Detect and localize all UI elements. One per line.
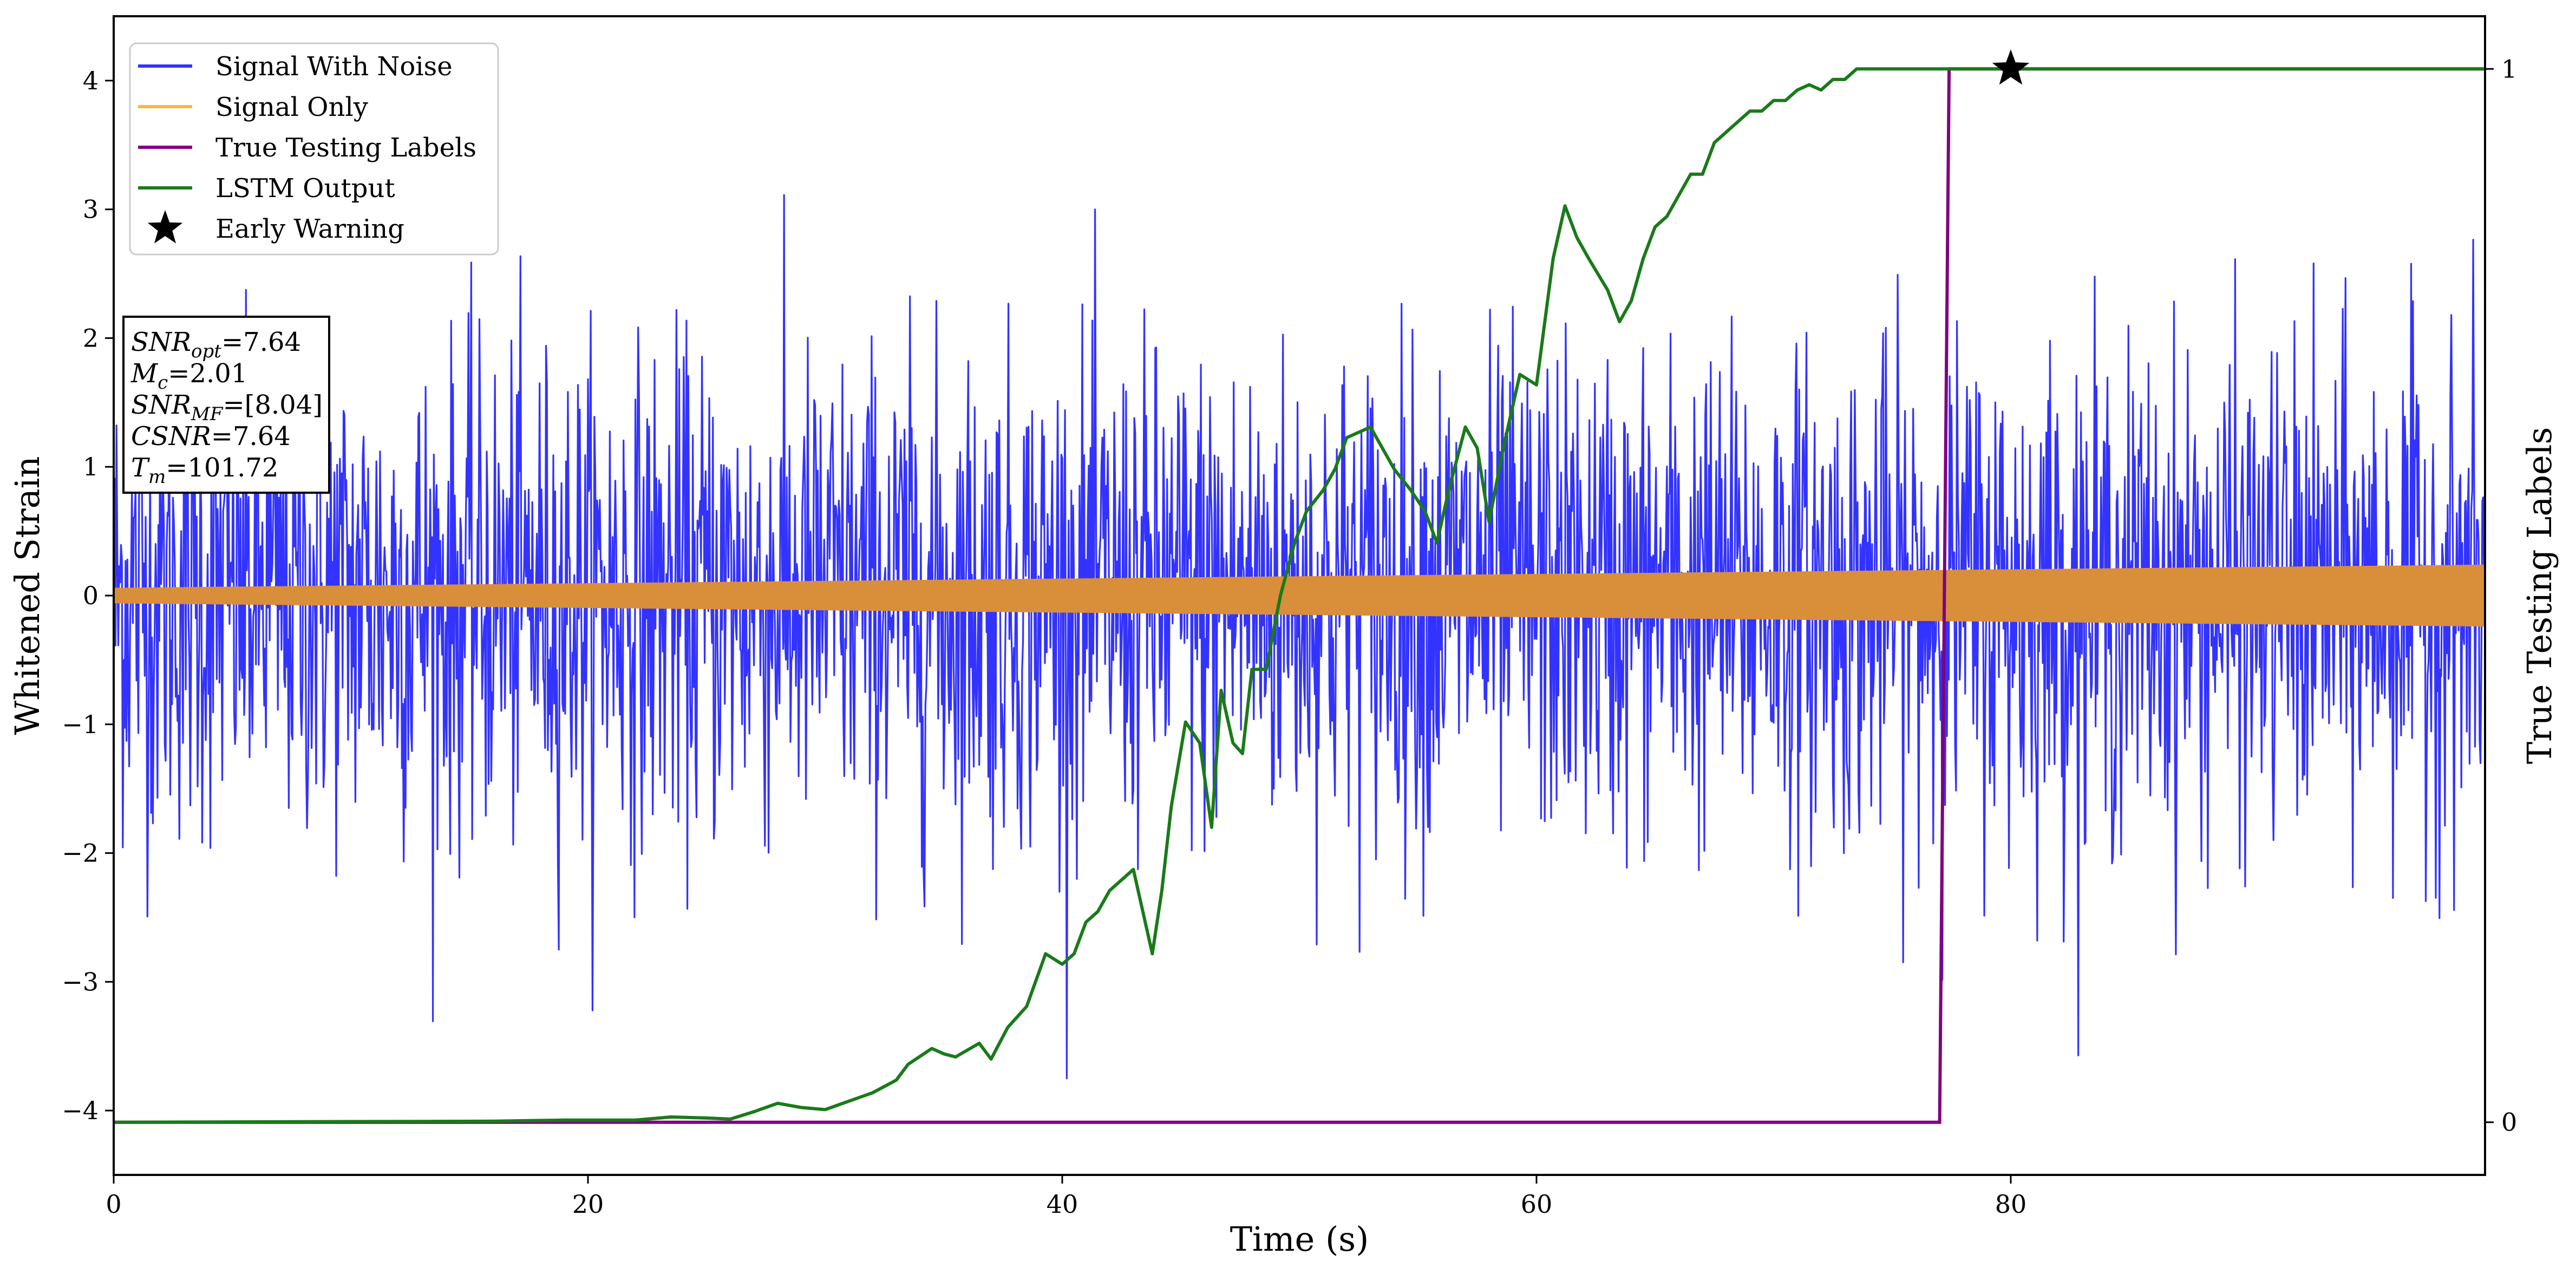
plot-area: [114, 49, 2485, 1124]
series-lstm-output: [114, 67, 2485, 1124]
x-tick-label: 80: [1995, 1190, 2027, 1219]
info-box-frame: [122, 316, 330, 494]
info-box-line: SNRMF=[8.04]: [131, 390, 323, 425]
y-tick-label: 0: [83, 581, 99, 610]
x-tick-label: 60: [1521, 1190, 1553, 1219]
y-tick-label: 2: [83, 323, 99, 352]
lstm-output-line: [114, 67, 2485, 1124]
info-box-line: Tm=101.72: [131, 453, 278, 488]
info-box-line: SNRopt=7.64: [131, 327, 301, 362]
y-tick-label: −2: [62, 839, 99, 868]
y-axis-right-label: True Testing Labels: [2520, 427, 2559, 765]
x-axis: 0 20 40 60 80: [106, 1175, 2026, 1219]
y-tick-label: −3: [62, 967, 99, 996]
legend-box: [129, 42, 499, 256]
info-box-line: CSNR=7.64: [131, 421, 291, 452]
y-right-tick-label: 1: [2501, 54, 2517, 83]
x-axis-label: Time (s): [1230, 1219, 1369, 1259]
legend-label: Signal Only: [215, 92, 368, 122]
legend-label: LSTM Output: [215, 173, 395, 204]
info-box-line: Mc=2.01: [130, 358, 247, 394]
y-tick-label: −4: [62, 1096, 99, 1125]
x-tick-label: 0: [106, 1190, 121, 1219]
y-axis-right: 01: [2485, 54, 2517, 1137]
y-tick-label: −1: [62, 710, 99, 739]
series-signal-only: [114, 564, 2485, 627]
legend-marker: [147, 210, 183, 244]
legend-label: Early Warning: [215, 214, 404, 244]
y-axis-label: Whitened Strain: [8, 456, 47, 735]
y-tick-label: 3: [83, 195, 99, 224]
y-right-tick-label: 0: [2501, 1108, 2517, 1137]
legend-label: Signal With Noise: [215, 51, 453, 82]
x-tick-label: 20: [572, 1190, 604, 1219]
x-tick-label: 40: [1047, 1190, 1078, 1219]
signal-only-line: [114, 564, 2485, 627]
legend: Signal With Noise Signal Only True Testing…: [129, 42, 499, 256]
y-tick-label: 4: [83, 66, 99, 95]
y-axis-left: −4 −3 −2 −1 0 1 2 3 4: [62, 66, 114, 1125]
y-tick-label: 1: [83, 452, 99, 481]
info-box: SNRopt=7.64Mc=2.01SNRMF=[8.04]CSNR=7.64T…: [122, 316, 330, 494]
series-early-warning: [1992, 49, 2030, 85]
early-warning-marker: [1992, 49, 2030, 85]
legend-label: True Testing Labels: [215, 133, 476, 163]
